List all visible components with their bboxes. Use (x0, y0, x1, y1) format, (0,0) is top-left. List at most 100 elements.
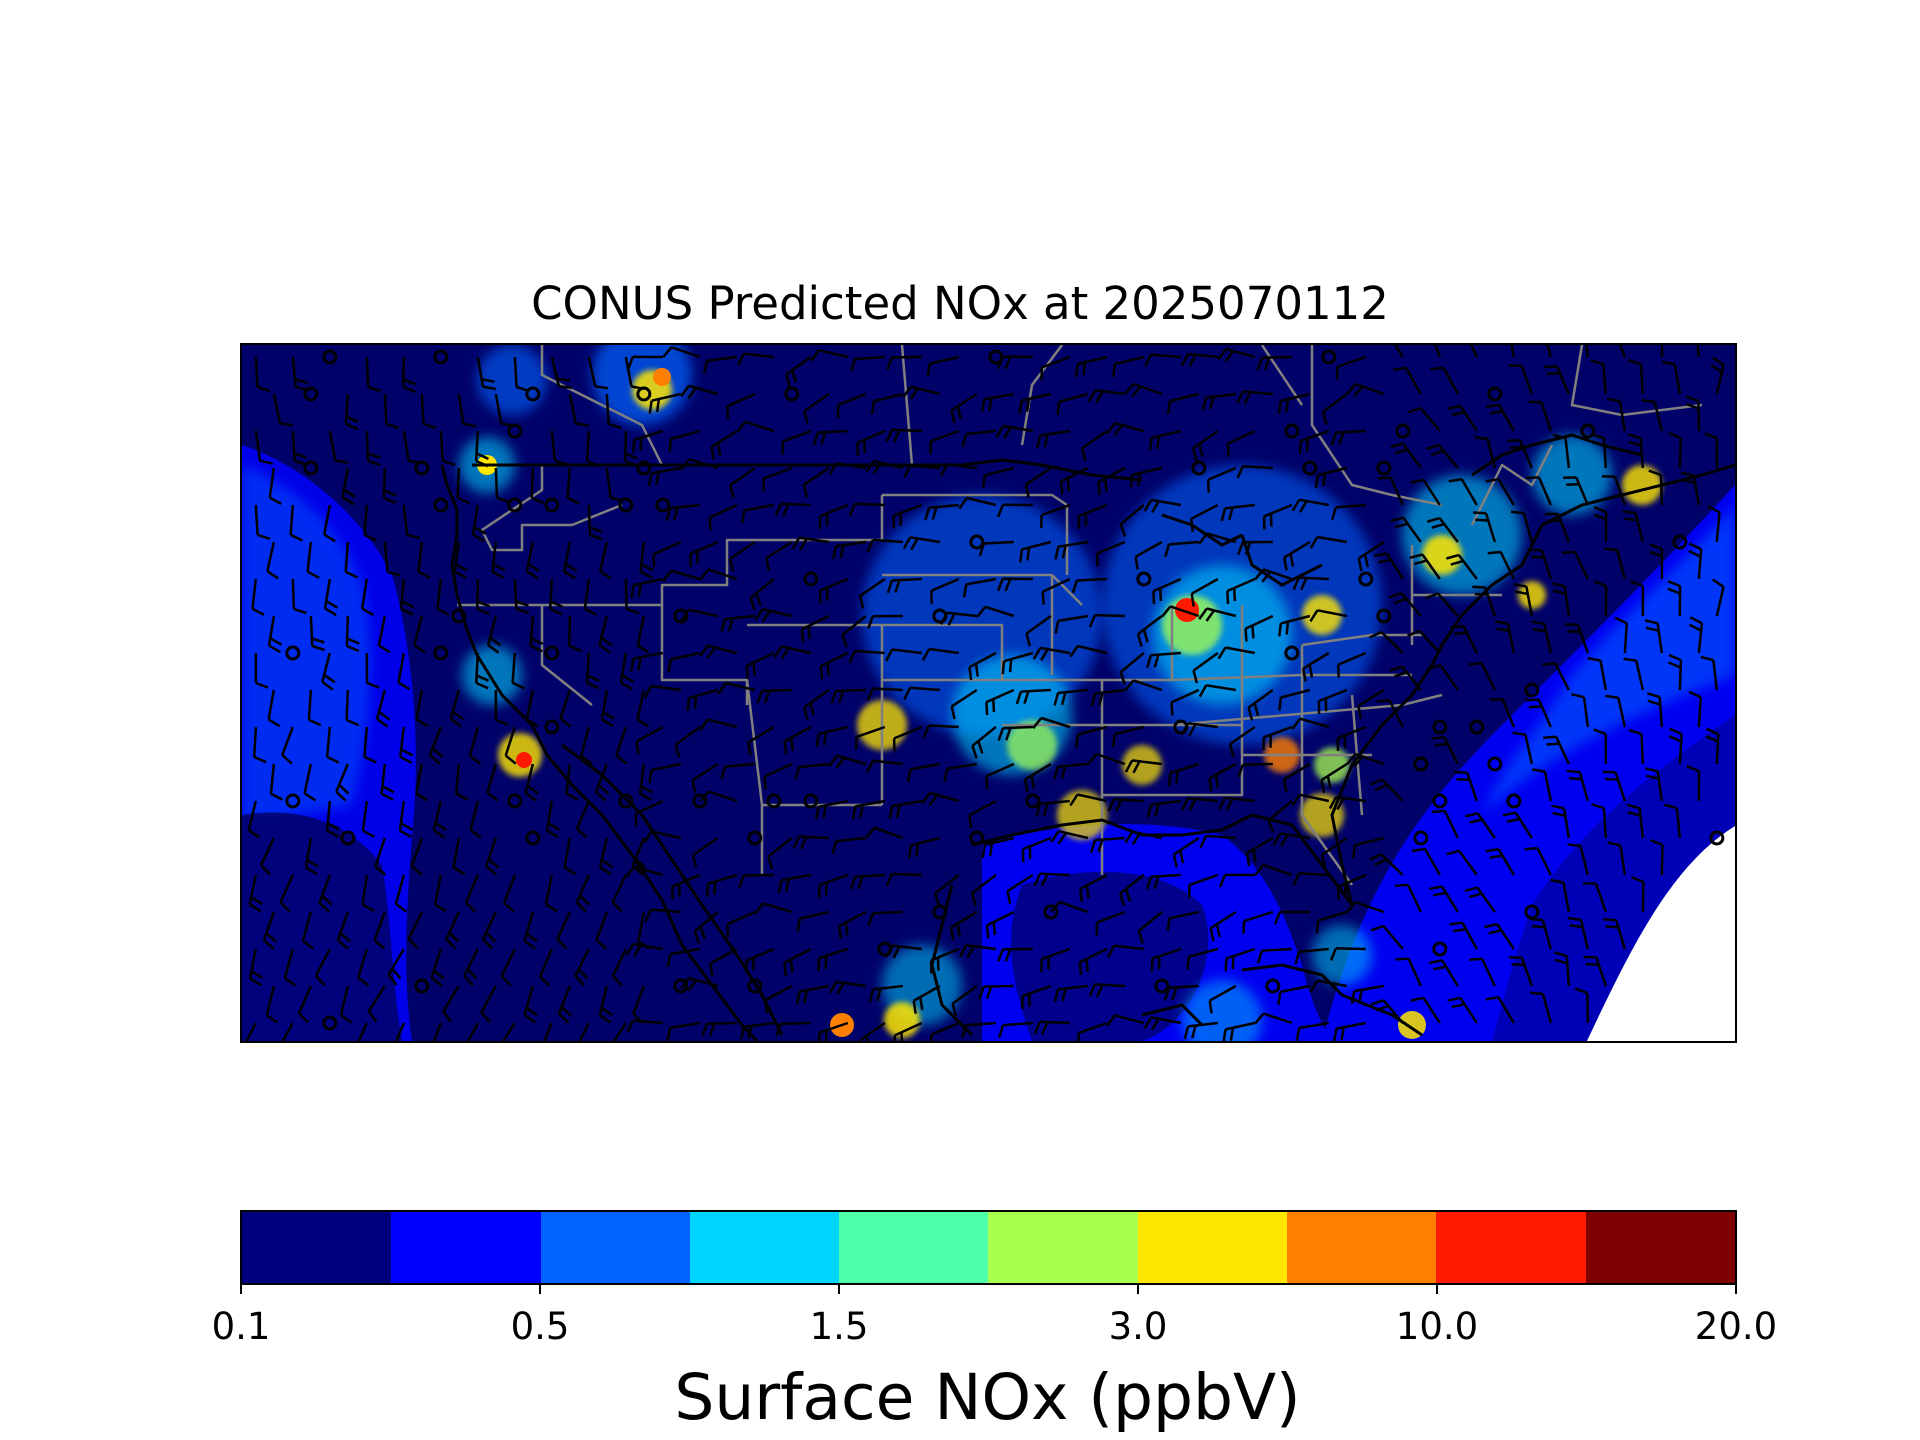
wind-barb-shaft (377, 615, 387, 646)
wind-barb (1587, 656, 1608, 691)
wind-barb-shaft (798, 835, 829, 840)
wind-barb (585, 652, 600, 690)
wind-barb (1124, 759, 1162, 774)
wind-barb-flag (1603, 918, 1617, 922)
wind-barb-flag (1712, 356, 1725, 366)
wind-barb-shaft (289, 504, 295, 535)
wind-barb (1183, 1021, 1218, 1040)
wind-barb (357, 948, 370, 987)
wind-barb-flag (705, 883, 710, 897)
wind-barb-flag (680, 385, 691, 398)
wind-barb-shaft (1021, 392, 1052, 402)
wind-barb (893, 1021, 923, 1041)
calm-wind-marker (507, 497, 523, 513)
border (1002, 723, 1244, 797)
wind-barb-flag (1394, 522, 1409, 529)
wind-barb (248, 874, 263, 913)
wind-barb (449, 689, 464, 728)
wind-barb-flag (1554, 958, 1568, 965)
wind-barb (866, 538, 903, 553)
wind-barb-shaft (1224, 796, 1255, 803)
wind-barb (686, 688, 719, 712)
wind-barb (268, 467, 282, 505)
wind-barb-shaft (1242, 762, 1273, 766)
wind-barb (361, 874, 375, 912)
wind-barb-shaft (513, 578, 518, 610)
wind-barb-shaft (1380, 853, 1404, 876)
wind-barb (1309, 535, 1348, 549)
wind-barb (1209, 910, 1237, 942)
wind-barb (1394, 345, 1404, 358)
wind-barb (1531, 620, 1553, 654)
wind-barb (996, 503, 1033, 518)
wind-barb-flag (523, 1013, 536, 1024)
calm-wind-marker (1506, 793, 1522, 809)
wind-barb (699, 718, 738, 731)
wind-barb (397, 652, 411, 691)
wind-barb-shaft (1170, 688, 1200, 704)
wind-barb-flag (346, 637, 360, 645)
wind-barb-flag (1593, 506, 1607, 514)
wind-barb-shaft (574, 948, 590, 977)
wind-barb-flag (809, 702, 815, 716)
map-title: CONUS Predicted NOx at 2025070112 (531, 277, 1389, 330)
border (1020, 345, 1063, 446)
wind-barb-shaft (947, 762, 978, 770)
wind-barb-flag (1059, 481, 1064, 495)
wind-barb-flag (281, 754, 293, 765)
wind-barb (867, 910, 903, 926)
wind-barb (1525, 476, 1552, 506)
wind-barb-flag (1170, 702, 1174, 716)
wind-barb-flag (1153, 876, 1160, 890)
wind-barb (464, 874, 479, 913)
wind-barb-flag (341, 496, 355, 506)
wind-barb-flag (1256, 950, 1264, 964)
colorbar-segment (1436, 1212, 1586, 1283)
wind-barb-flag (1024, 484, 1030, 498)
wind-barb (1585, 345, 1590, 358)
wind-barb-shaft (344, 541, 350, 572)
wind-barb (765, 540, 793, 571)
wind-barb-shaft (1501, 698, 1515, 728)
wind-barb (455, 763, 469, 801)
wind-barb (1186, 947, 1219, 970)
wind-barb-flag (1410, 996, 1424, 1002)
wind-barb (870, 392, 904, 415)
wind-barb-shaft (1617, 697, 1627, 728)
wind-barb-shaft (1151, 498, 1182, 507)
wind-barb-shaft (1317, 609, 1348, 618)
wind-barb-shaft (688, 608, 719, 618)
wind-barb (1314, 466, 1348, 489)
wind-barb-shaft (1169, 762, 1200, 775)
wind-barb-shaft (818, 799, 849, 809)
wind-barb-shaft (983, 984, 1014, 988)
wind-barb (929, 1021, 960, 1041)
wind-barb (1507, 439, 1533, 469)
wind-barb-flag (915, 843, 920, 857)
wind-barb (267, 689, 281, 728)
wind-barb-shaft (600, 689, 609, 720)
wind-barb-shaft (575, 800, 590, 830)
wind-barb-flag (600, 1006, 614, 1017)
wind-barb-flag (1411, 847, 1426, 853)
wind-barb-flag (626, 1020, 635, 1033)
wind-barb (395, 1022, 405, 1041)
wind-barb (281, 726, 295, 765)
wind-barb-flag (531, 496, 545, 505)
wind-barb-flag (247, 829, 261, 839)
wind-barb-shaft (1280, 688, 1311, 699)
wind-barb (1298, 429, 1330, 454)
wind-barb-shaft (1541, 993, 1553, 1024)
calm-wind-marker (1709, 830, 1725, 846)
wind-barb-flag (1614, 616, 1628, 625)
wind-barb-shaft (398, 726, 406, 757)
wind-barb-shaft (1522, 512, 1534, 543)
nox-map[interactable] (242, 345, 1735, 1041)
wind-barb (1166, 910, 1200, 932)
wind-barb-flag (563, 866, 577, 876)
wind-barb (691, 836, 719, 868)
wind-barb-shaft (910, 836, 941, 847)
colorbar (240, 1210, 1737, 1285)
wind-barb-flag (1191, 1025, 1197, 1039)
wind-barb (1429, 959, 1459, 987)
